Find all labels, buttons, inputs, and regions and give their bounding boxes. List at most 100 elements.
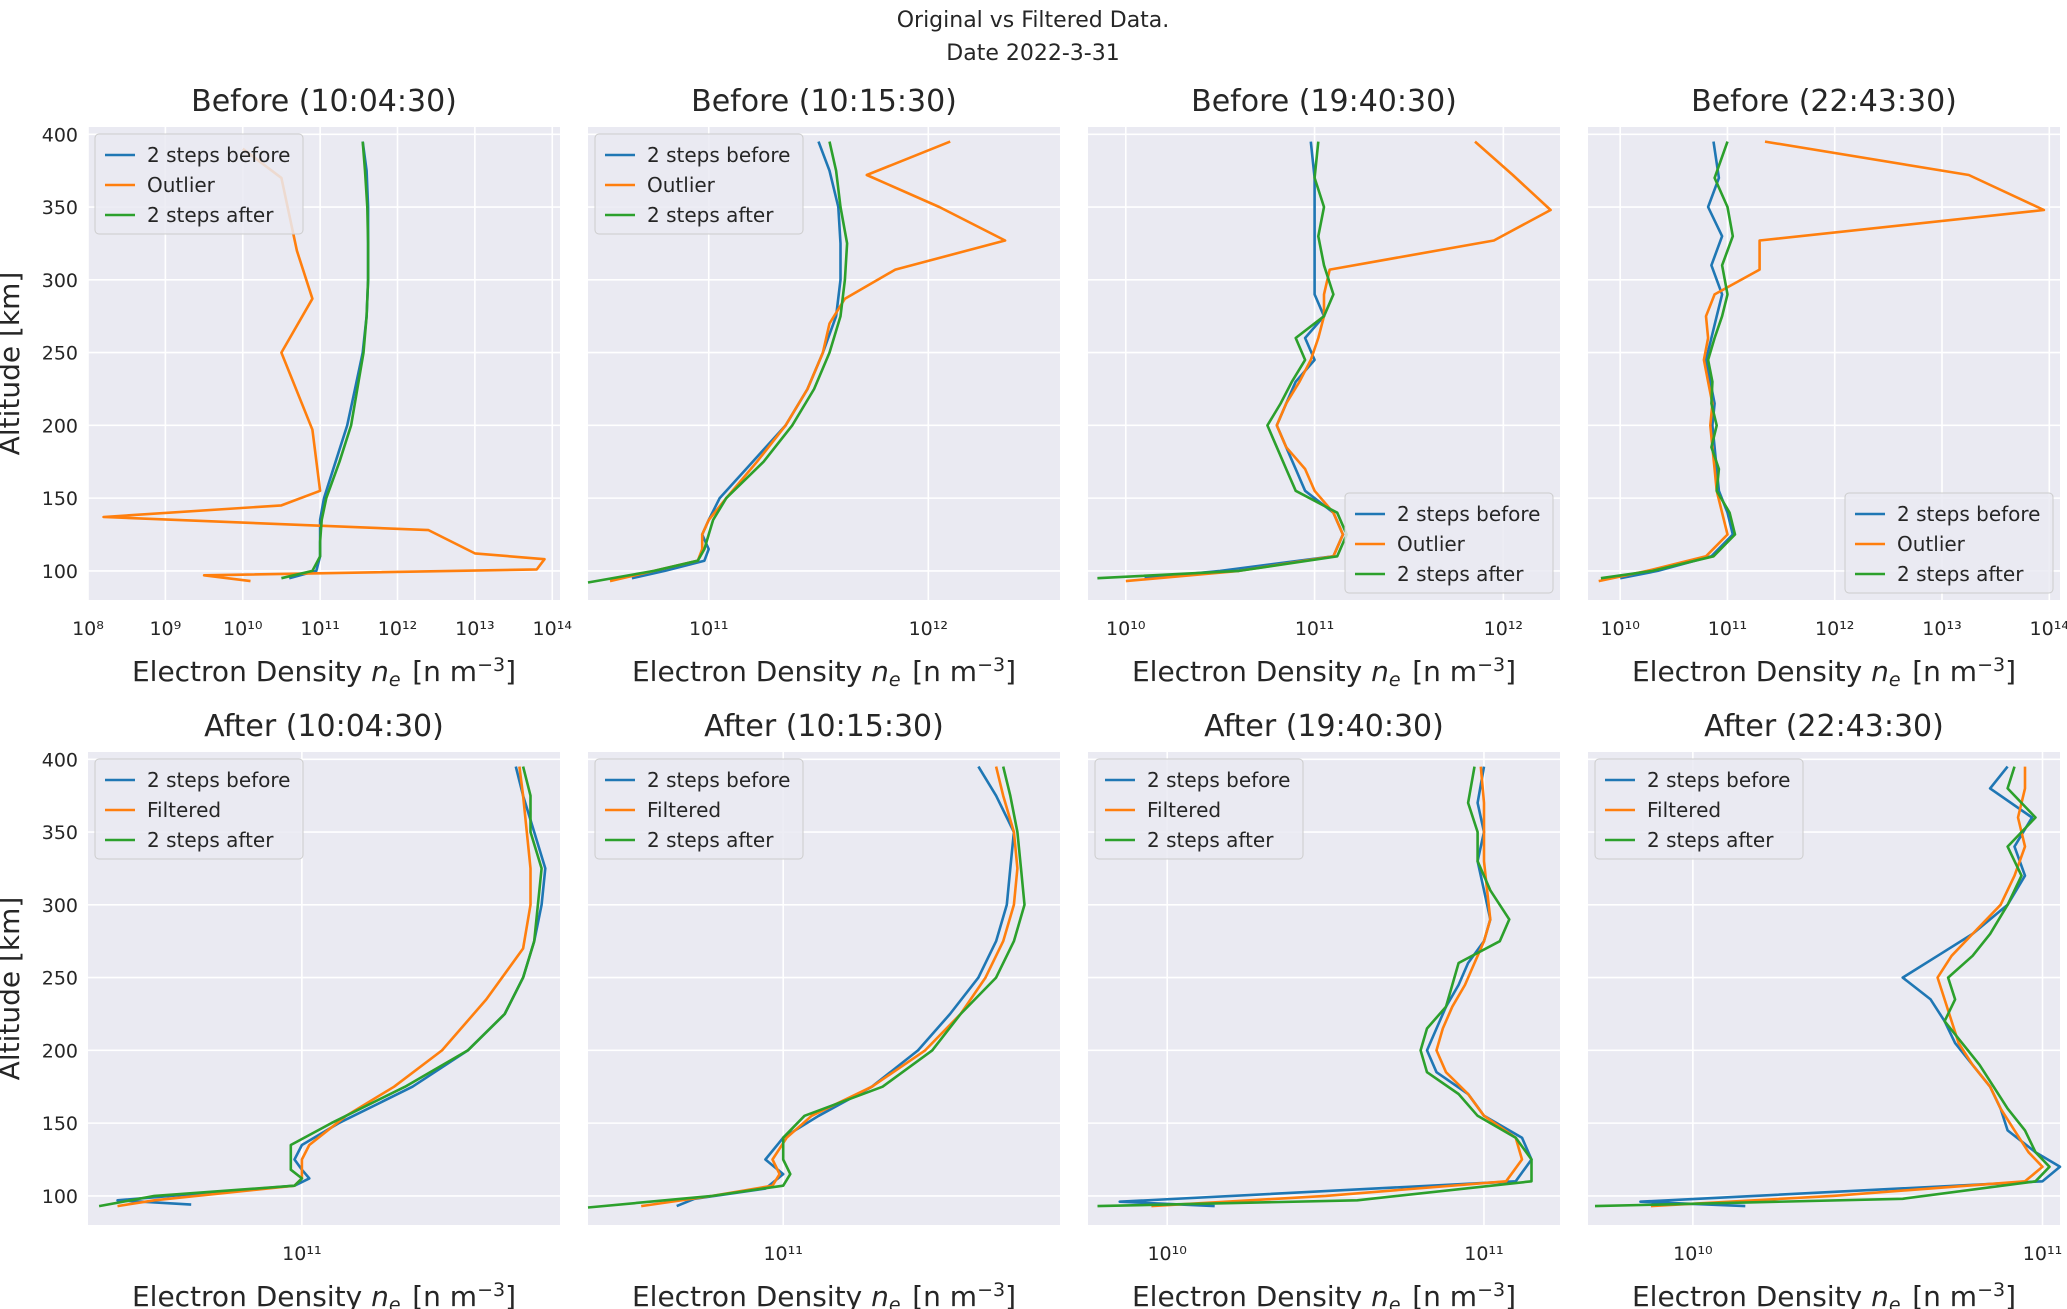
series-line-2-steps-after <box>281 141 370 580</box>
legend-label: Outlier <box>1897 532 1966 556</box>
legend-label: Outlier <box>147 173 216 197</box>
x-tick-label: 10¹² <box>1484 618 1523 640</box>
x-axis-label: Electron Density ne [n m−3] <box>132 654 516 691</box>
x-tick-label: 10¹² <box>909 618 948 640</box>
subplot-title: After (22:43:30) <box>1704 709 1944 744</box>
legend-frame <box>1594 758 1804 860</box>
legend-frame <box>594 758 804 860</box>
x-axis-label: Electron Density ne [n m−3] <box>1132 1279 1516 1309</box>
legend-label: 2 steps after <box>647 203 774 227</box>
legend-label: 2 steps before <box>1147 768 1291 792</box>
subplot-title: Before (10:04:30) <box>191 84 457 119</box>
y-tick-label: 250 <box>42 968 78 990</box>
series-line-filtered <box>641 766 1019 1208</box>
legend-label: 2 steps before <box>147 143 291 167</box>
subplot-before-2: 10¹¹ 10¹² Before (10:15:30) Electron Densit… <box>587 84 1060 691</box>
x-tick-label: 10¹⁰ <box>1600 618 1639 640</box>
legend: 2 steps before Outlier 2 steps after <box>94 133 304 235</box>
legend-label: 2 steps before <box>647 768 791 792</box>
legend-label: 2 steps after <box>1147 828 1274 852</box>
x-tick-label: 10¹⁴ <box>2030 618 2067 640</box>
legend: 2 steps before Outlier 2 steps after <box>1344 492 1554 594</box>
x-tick-label: 10¹⁰ <box>1147 1243 1186 1265</box>
subplot-after-1: 100 150 200 250 300 350 400 10¹¹ After (10:04:30… <box>0 709 560 1309</box>
series-line-filtered <box>1151 766 1524 1208</box>
y-tick-label: 350 <box>42 197 78 219</box>
x-tick-label: 10⁹ <box>149 618 181 640</box>
subplot-before-1: 100 150 200 250 300 350 400 10⁸ 10⁹ 10¹⁰ 10¹¹ 10¹² 1… <box>0 84 572 691</box>
series-line-2-steps-after <box>587 766 1026 1209</box>
series-line-2-steps-after <box>98 766 543 1208</box>
legend-label: Outlier <box>647 173 716 197</box>
series-line-filtered <box>1650 766 2044 1208</box>
x-axis-label: Electron Density ne [n m−3] <box>632 654 1016 691</box>
x-axis-label: Electron Density ne [n m−3] <box>632 1279 1016 1309</box>
legend: 2 steps before Outlier 2 steps after <box>1844 492 2054 594</box>
suptitle-line-2: Date 2022-3-31 <box>946 41 1119 66</box>
x-tick-label: 10¹¹ <box>763 1243 802 1265</box>
legend-label: 2 steps before <box>1397 502 1541 526</box>
legend: 2 steps before Filtered 2 steps after <box>1094 758 1304 860</box>
series-line-outlier <box>1598 140 2046 583</box>
series-line-2-steps-after <box>1594 766 2051 1208</box>
subplot-after-3: 10¹⁰ 10¹¹ After (19:40:30) Electron Density… <box>1088 709 1560 1309</box>
y-axis-label: Altitude [km] <box>0 897 26 1081</box>
suptitle-line-1: Original vs Filtered Data. <box>897 8 1170 33</box>
legend-label: 2 steps before <box>1897 502 2041 526</box>
legend-label: Outlier <box>1397 532 1466 556</box>
x-axis-label: Electron Density ne [n m−3] <box>1632 1279 2016 1309</box>
y-tick-label: 400 <box>42 124 78 146</box>
y-tick-label: 350 <box>42 822 78 844</box>
legend-label: 2 steps after <box>647 828 774 852</box>
legend: 2 steps before Filtered 2 steps after <box>594 758 804 860</box>
legend-frame <box>594 133 804 235</box>
x-tick-label: 10¹³ <box>1922 618 1961 640</box>
series-line-2-steps-after <box>1097 766 1533 1208</box>
x-tick-label: 10¹⁰ <box>1106 618 1145 640</box>
subplot-title: After (10:15:30) <box>704 709 944 744</box>
legend-frame <box>1344 492 1554 594</box>
legend-label: 2 steps after <box>1397 562 1524 586</box>
x-tick-label: 10¹² <box>378 618 417 640</box>
y-tick-label: 400 <box>42 749 78 771</box>
y-tick-label: 200 <box>42 1040 78 1062</box>
subplot-title: After (19:40:30) <box>1204 709 1444 744</box>
x-tick-label: 10⁸ <box>72 618 104 640</box>
legend-label: 2 steps before <box>147 768 291 792</box>
legend-frame <box>1844 492 2054 594</box>
x-tick-label: 10¹⁴ <box>533 618 573 640</box>
legend-label: 2 steps after <box>147 828 274 852</box>
y-tick-label: 100 <box>42 561 78 583</box>
y-tick-label: 200 <box>42 415 78 437</box>
x-tick-label: 10¹⁰ <box>1673 1243 1712 1265</box>
legend-frame <box>94 133 304 235</box>
x-axis-label: Electron Density ne [n m−3] <box>1132 654 1516 691</box>
x-tick-label: 10¹¹ <box>1295 618 1334 640</box>
subplot-title: Before (19:40:30) <box>1191 84 1457 119</box>
legend-label: Filtered <box>647 798 721 822</box>
y-tick-label: 300 <box>42 895 78 917</box>
x-tick-label: 10¹² <box>1815 618 1854 640</box>
x-tick-label: 10¹⁰ <box>223 618 262 640</box>
x-tick-label: 10¹³ <box>455 618 494 640</box>
legend-label: 2 steps before <box>647 143 791 167</box>
legend-label: Filtered <box>1147 798 1221 822</box>
legend-label: 2 steps after <box>1647 828 1774 852</box>
x-axis-label: Electron Density ne [n m−3] <box>1632 654 2016 691</box>
x-tick-label: 10¹¹ <box>2023 1243 2062 1265</box>
legend-label: Filtered <box>1647 798 1721 822</box>
subplot-title: After (10:04:30) <box>204 709 444 744</box>
y-tick-label: 250 <box>42 343 78 365</box>
series-line-outlier <box>102 147 546 583</box>
legend-label: 2 steps after <box>1897 562 2024 586</box>
series-line-outlier <box>1125 140 1552 583</box>
legend-frame <box>1094 758 1304 860</box>
series-line-2-steps-after <box>587 141 849 584</box>
legend-label: 2 steps before <box>1647 768 1791 792</box>
subplot-title: Before (10:15:30) <box>691 84 957 119</box>
subplot-after-2: 10¹¹ After (10:15:30) Electron Density ne … <box>587 709 1060 1309</box>
series-line-2-steps-before <box>116 766 547 1206</box>
legend-frame <box>94 758 304 860</box>
